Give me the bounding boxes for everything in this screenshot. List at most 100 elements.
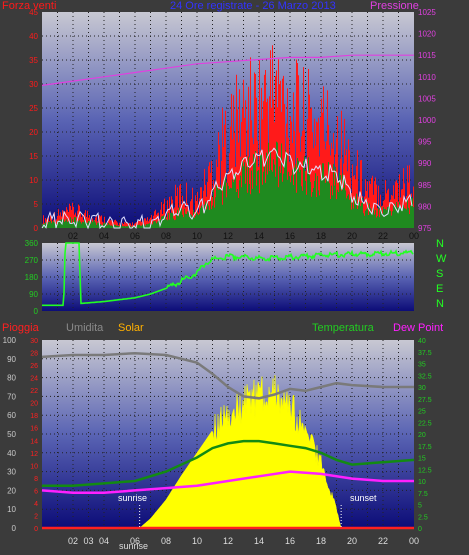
direction-tick-label: 360 xyxy=(25,239,39,248)
label-solar: Solar xyxy=(118,322,144,334)
temperature-tick-label: 30 xyxy=(418,385,426,392)
humidity-tick-label: 60 xyxy=(7,411,16,420)
humidity-tick-label: 30 xyxy=(7,468,16,477)
x-tick-label: 18 xyxy=(316,231,326,241)
x-tick-label: 22 xyxy=(378,536,388,546)
wind-tick-label: 10 xyxy=(29,176,38,185)
pressure-tick-label: 990 xyxy=(418,159,432,168)
rain-tick-label: 12 xyxy=(30,451,38,458)
humidity-tick-label: 0 xyxy=(12,524,17,533)
humidity-tick-label: 70 xyxy=(7,392,16,401)
pressure-tick-label: 1020 xyxy=(418,30,436,39)
temperature-tick-label: 0 xyxy=(418,526,422,533)
x-tick-label: 03 xyxy=(83,536,93,546)
direction-letter-n-top: N xyxy=(436,238,444,250)
rain-tick-label: 24 xyxy=(30,376,38,383)
label-temperatura: Temperatura xyxy=(312,322,374,334)
wind-tick-label: 20 xyxy=(29,128,38,137)
label-dew-point: Dew Point xyxy=(393,322,444,334)
x-tick-label: 22 xyxy=(378,231,388,241)
rain-tick-label: 16 xyxy=(30,426,38,433)
wind-mean-series xyxy=(41,147,413,230)
humidity-tick-label: 20 xyxy=(7,486,16,495)
direction-letter-s: S xyxy=(436,268,444,280)
x-tick-label: 06 xyxy=(130,231,140,241)
humidity-tick-label: 80 xyxy=(7,374,16,383)
temperature-series xyxy=(42,439,415,487)
temperature-tick-label: 12.5 xyxy=(418,467,432,474)
humidity-series xyxy=(41,351,414,400)
x-tick-label: 16 xyxy=(285,231,295,241)
temperature-tick-label: 17.5 xyxy=(418,444,432,451)
pressure-tick-label: 985 xyxy=(418,181,432,190)
humidity-tick-label: 10 xyxy=(7,505,16,514)
x-tick-label: 00 xyxy=(409,231,419,241)
wind-tick-label: 15 xyxy=(29,152,38,161)
wind-tick-label: 35 xyxy=(29,56,38,65)
x-tick-label: 16 xyxy=(285,536,295,546)
x-tick-label: 20 xyxy=(347,231,357,241)
wind-tick-label: 40 xyxy=(29,32,38,41)
chart-title: 24 Ore registrate - 26 Marzo 2013 xyxy=(170,0,336,12)
humidity-tick-label: 40 xyxy=(7,449,16,458)
temperature-tick-label: 2.5 xyxy=(418,514,428,521)
x-tick-label: 00 xyxy=(409,536,419,546)
x-tick-label: 12 xyxy=(223,536,233,546)
sunset-label: sunset xyxy=(350,493,377,503)
rain-tick-label: 4 xyxy=(34,501,38,508)
rain-tick-label: 6 xyxy=(34,488,38,495)
pressure-tick-label: 975 xyxy=(418,224,432,233)
pressure-tick-label: 995 xyxy=(418,138,432,147)
wind-tick-label: 5 xyxy=(34,200,39,209)
x-tick-label: 08 xyxy=(161,536,171,546)
label-pioggia: Pioggia xyxy=(2,322,39,334)
temperature-tick-label: 32.5 xyxy=(418,373,432,380)
temperature-tick-label: 22.5 xyxy=(418,420,432,427)
rain-tick-label: 28 xyxy=(30,351,38,358)
x-tick-label: 10 xyxy=(192,231,202,241)
direction-tick-label: 90 xyxy=(29,290,38,299)
rain-tick-label: 8 xyxy=(34,476,38,483)
direction-tick-label: 0 xyxy=(34,307,39,316)
x-tick-label: 12 xyxy=(223,231,233,241)
pressure-tick-label: 1025 xyxy=(418,8,436,17)
humidity-tick-label: 90 xyxy=(7,355,16,364)
wind-tick-label: 45 xyxy=(29,8,38,17)
x-tick-label: 20 xyxy=(347,536,357,546)
x-tick-label: 06 xyxy=(130,536,140,546)
rain-tick-label: 14 xyxy=(30,438,38,445)
direction-tick-label: 180 xyxy=(25,273,39,282)
wind-direction-series xyxy=(42,242,414,307)
x-tick-label: 10 xyxy=(192,536,202,546)
temperature-tick-label: 20 xyxy=(418,432,426,439)
label-pressione: Pressione xyxy=(370,0,419,12)
sunrise-label: sunrise xyxy=(118,493,148,503)
pressure-series xyxy=(41,54,414,86)
wind-tick-label: 0 xyxy=(34,224,39,233)
rain-tick-label: 22 xyxy=(30,388,38,395)
rain-tick-label: 30 xyxy=(30,338,38,345)
temperature-tick-label: 5 xyxy=(418,503,422,510)
pressure-tick-label: 980 xyxy=(418,202,432,211)
x-tick-label: 04 xyxy=(99,231,109,241)
direction-letter-w: W xyxy=(436,253,447,265)
temperature-tick-label: 15 xyxy=(418,456,426,463)
temperature-tick-label: 25 xyxy=(418,409,426,416)
direction-letter-e: E xyxy=(436,283,444,295)
rain-tick-label: 10 xyxy=(30,463,38,470)
dew-point-series xyxy=(41,470,414,495)
pressure-tick-label: 1015 xyxy=(418,51,436,60)
x-tick-label: 02 xyxy=(68,536,78,546)
x-tick-label: 08 xyxy=(161,231,171,241)
wind-tick-label: 25 xyxy=(29,104,38,113)
direction-letter-n-bottom: N xyxy=(436,298,444,310)
rain-tick-label: 18 xyxy=(30,413,38,420)
x-tick-label: 18 xyxy=(316,536,326,546)
wind-tick-label: 30 xyxy=(29,80,38,89)
direction-tick-label: 270 xyxy=(25,256,39,265)
temperature-tick-label: 10 xyxy=(418,479,426,486)
temperature-tick-label: 7.5 xyxy=(418,491,428,498)
humidity-tick-label: 100 xyxy=(3,336,17,345)
x-tick-label: 02 xyxy=(68,231,78,241)
